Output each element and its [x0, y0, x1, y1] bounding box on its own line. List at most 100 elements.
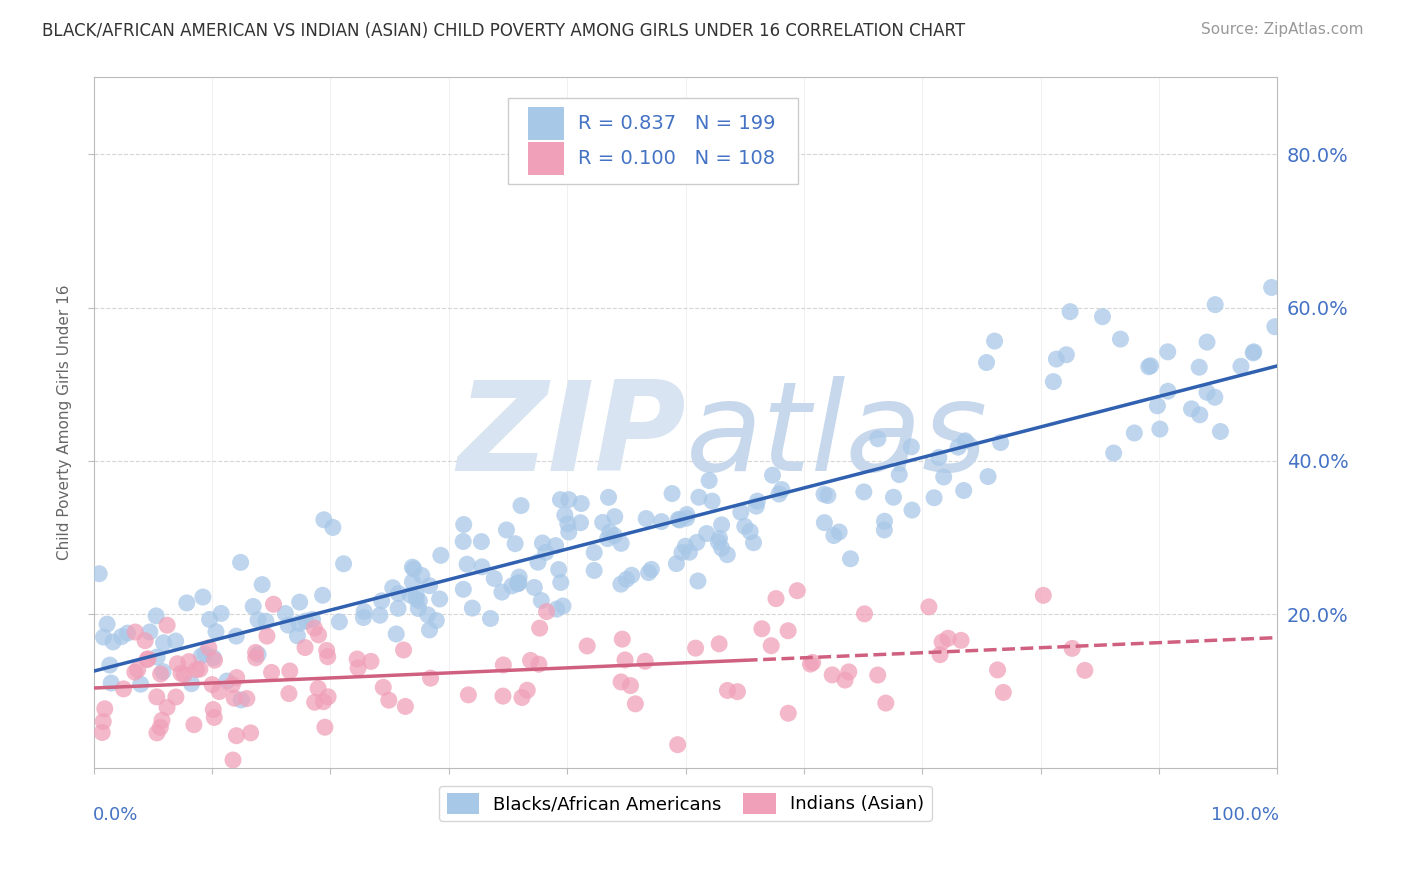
- Point: [145, 608, 167, 623]
- Point: [360, 654, 382, 668]
- Point: [866, 432, 889, 446]
- Point: [697, 474, 720, 488]
- Point: [294, 614, 316, 628]
- Legend: Blacks/African Americans, Indians (Asian): Blacks/African Americans, Indians (Asian…: [439, 786, 932, 821]
- Point: [707, 637, 730, 651]
- Point: [149, 720, 172, 734]
- Point: [225, 729, 247, 743]
- Point: [124, 665, 146, 680]
- Point: [173, 667, 195, 681]
- Point: [530, 593, 553, 607]
- Point: [202, 650, 225, 665]
- Point: [751, 622, 773, 636]
- Point: [544, 539, 567, 553]
- Point: [127, 663, 149, 677]
- Point: [190, 648, 212, 663]
- Point: [624, 697, 647, 711]
- Point: [936, 632, 959, 646]
- Point: [678, 545, 700, 559]
- Point: [745, 499, 768, 513]
- Point: [408, 601, 430, 615]
- Text: BLACK/AFRICAN AMERICAN VS INDIAN (ASIAN) CHILD POVERTY AMONG GIRLS UNDER 16 CORR: BLACK/AFRICAN AMERICAN VS INDIAN (ASIAN)…: [42, 22, 966, 40]
- Point: [636, 511, 658, 525]
- Point: [799, 657, 821, 672]
- Point: [551, 599, 574, 613]
- Point: [208, 684, 231, 698]
- Point: [202, 702, 225, 716]
- Point: [529, 621, 551, 635]
- Point: [308, 628, 330, 642]
- Point: [977, 469, 1000, 483]
- Point: [665, 557, 688, 571]
- Point: [405, 587, 427, 601]
- Point: [1243, 344, 1265, 359]
- Point: [239, 726, 262, 740]
- Point: [491, 585, 513, 599]
- Point: [405, 592, 427, 607]
- Point: [453, 517, 475, 532]
- Point: [186, 663, 208, 677]
- Point: [418, 623, 440, 637]
- Point: [853, 607, 876, 621]
- Point: [523, 581, 546, 595]
- Point: [146, 726, 169, 740]
- Point: [277, 687, 299, 701]
- Point: [495, 523, 517, 537]
- Point: [955, 434, 977, 448]
- Point: [225, 629, 247, 643]
- Point: [1230, 359, 1253, 374]
- Point: [385, 627, 408, 641]
- Text: Source: ZipAtlas.com: Source: ZipAtlas.com: [1201, 22, 1364, 37]
- Point: [314, 720, 336, 734]
- Point: [1157, 344, 1180, 359]
- FancyBboxPatch shape: [508, 98, 799, 185]
- Point: [247, 613, 270, 627]
- Point: [456, 558, 478, 572]
- Point: [311, 588, 333, 602]
- Point: [1188, 360, 1211, 375]
- Point: [394, 699, 416, 714]
- Point: [569, 496, 592, 510]
- Point: [666, 738, 689, 752]
- Point: [209, 607, 232, 621]
- Point: [353, 610, 375, 624]
- Point: [603, 509, 626, 524]
- Point: [152, 636, 174, 650]
- Point: [1195, 335, 1218, 350]
- Point: [479, 611, 502, 625]
- Point: [1062, 641, 1084, 656]
- Point: [727, 684, 749, 698]
- Point: [786, 583, 808, 598]
- Point: [696, 526, 718, 541]
- Point: [112, 681, 135, 696]
- Point: [328, 615, 350, 629]
- Point: [1074, 664, 1097, 678]
- Point: [612, 632, 634, 647]
- Point: [1149, 422, 1171, 436]
- Point: [889, 467, 911, 482]
- Point: [686, 535, 709, 549]
- Point: [710, 541, 733, 556]
- Point: [419, 579, 441, 593]
- Point: [387, 586, 409, 600]
- Point: [250, 577, 273, 591]
- Point: [813, 487, 835, 501]
- Point: [194, 647, 217, 661]
- Point: [576, 639, 599, 653]
- Point: [378, 693, 401, 707]
- Point: [531, 536, 554, 550]
- Point: [583, 564, 606, 578]
- Point: [176, 596, 198, 610]
- Point: [94, 702, 117, 716]
- Point: [316, 649, 339, 664]
- Text: R = 0.837   N = 199: R = 0.837 N = 199: [578, 114, 775, 133]
- Point: [312, 695, 335, 709]
- Point: [387, 601, 409, 615]
- Point: [221, 678, 243, 692]
- Point: [1204, 298, 1226, 312]
- Point: [416, 607, 439, 622]
- Point: [461, 601, 484, 615]
- Point: [707, 535, 730, 549]
- Point: [778, 706, 800, 721]
- Point: [550, 575, 572, 590]
